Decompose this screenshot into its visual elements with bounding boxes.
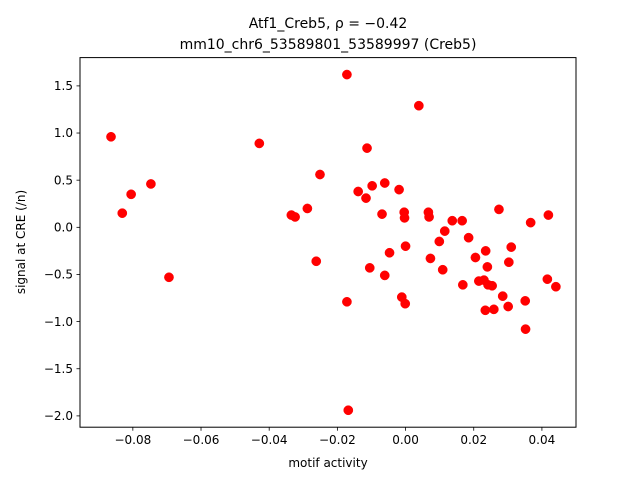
- data-point: [439, 226, 450, 236]
- data-point: [437, 264, 448, 275]
- data-point: [424, 212, 434, 222]
- data-point: [425, 253, 436, 264]
- data-point: [379, 178, 390, 188]
- data-point: [342, 69, 352, 80]
- data-point: [164, 272, 174, 283]
- y-axis-ticks: −2.0 −1.5 −1.0 −0.5 0.0 0.5 1.0 1.5: [44, 79, 80, 423]
- data-point: [480, 246, 491, 256]
- data-point: [290, 212, 300, 222]
- data-point: [457, 279, 468, 290]
- x-tick-label: 0.02: [460, 433, 487, 447]
- data-point: [361, 193, 371, 203]
- data-point: [506, 242, 517, 252]
- data-point: [520, 296, 531, 306]
- data-point: [470, 252, 481, 263]
- data-point: [379, 270, 390, 281]
- data-point: [254, 138, 265, 149]
- x-axis-label: motif activity: [288, 456, 367, 470]
- chart-title-line1: Atf1_Creb5, ρ = −0.42: [249, 16, 408, 32]
- chart-title-line2: mm10_chr6_53589801_53589997 (Creb5): [180, 37, 477, 53]
- data-point: [400, 241, 411, 252]
- data-point: [503, 257, 514, 268]
- data-point: [377, 209, 387, 219]
- data-point: [367, 180, 377, 191]
- data-point: [525, 217, 536, 228]
- y-tick-label: −1.0: [44, 315, 73, 329]
- y-tick-label: 0.5: [54, 173, 73, 187]
- y-tick-label: −2.0: [44, 409, 73, 423]
- data-point: [353, 186, 364, 197]
- plot-area-frame: [79, 57, 577, 428]
- data-point: [447, 215, 458, 226]
- data-point: [487, 280, 497, 291]
- data-point: [343, 405, 354, 416]
- y-tick-label: 1.5: [54, 79, 73, 93]
- x-tick-label: 0.04: [529, 433, 556, 447]
- data-point: [364, 263, 375, 273]
- data-point: [400, 298, 411, 309]
- x-tick-label: 0.00: [392, 433, 419, 447]
- data-points: [106, 69, 561, 416]
- data-point: [457, 215, 467, 226]
- x-axis-ticks: −0.08 −0.06 −0.04 −0.02 0.00 0.02 0.04: [114, 427, 555, 447]
- y-axis-label: signal at CRE (/n): [14, 190, 28, 294]
- data-point: [543, 210, 554, 220]
- y-tick-label: 1.0: [54, 126, 73, 140]
- x-tick-label: −0.08: [114, 433, 151, 447]
- y-tick-label: −1.5: [44, 362, 73, 376]
- data-point: [126, 189, 136, 200]
- data-point: [434, 236, 445, 247]
- data-point: [399, 213, 410, 223]
- data-point: [497, 291, 508, 301]
- data-point: [302, 203, 313, 214]
- data-point: [494, 204, 504, 215]
- data-point: [117, 208, 128, 219]
- data-point: [311, 256, 322, 267]
- data-point: [146, 179, 156, 189]
- data-point: [414, 100, 424, 111]
- x-tick-label: −0.06: [183, 433, 220, 447]
- x-tick-label: −0.02: [319, 433, 356, 447]
- x-tick-label: −0.04: [251, 433, 288, 447]
- data-point: [463, 232, 474, 243]
- data-point: [520, 324, 531, 334]
- data-point: [480, 305, 491, 316]
- data-point: [551, 281, 561, 292]
- data-point: [394, 184, 404, 195]
- y-tick-label: −0.5: [44, 268, 73, 282]
- data-point: [315, 169, 325, 180]
- data-point: [482, 262, 493, 272]
- data-point: [542, 274, 553, 285]
- data-point: [362, 143, 372, 153]
- data-point: [342, 296, 352, 307]
- y-tick-label: 0.0: [54, 221, 73, 235]
- data-point: [503, 301, 514, 312]
- data-point: [384, 247, 395, 258]
- data-point: [488, 304, 499, 315]
- data-point: [106, 131, 116, 142]
